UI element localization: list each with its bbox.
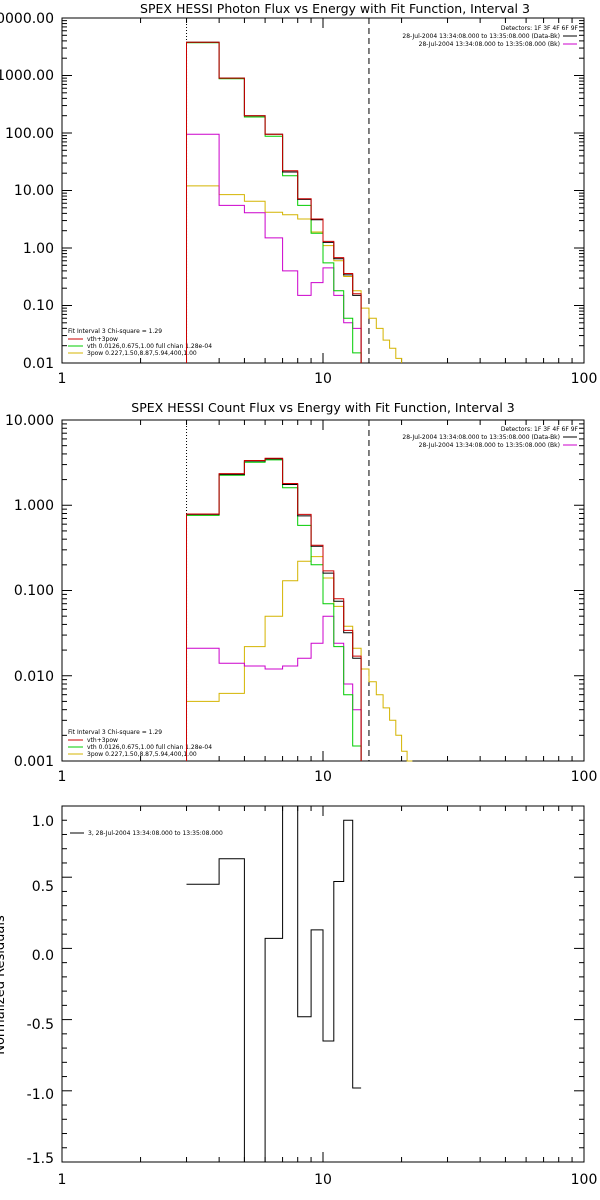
photon-y-tick-label: 10.00: [14, 183, 54, 199]
residuals-ticks: [61, 805, 585, 1163]
photon-series-group: [186, 18, 403, 363]
photon-x-tick-label: 10: [314, 371, 332, 387]
photon-title: SPEX HESSI Photon Flux vs Energy with Fi…: [140, 1, 530, 16]
residuals-x-tick-labels: 1 10 100: [58, 1172, 598, 1188]
photon-y-tick-label: 1000.00: [0, 68, 54, 84]
residuals-x-tick-label: 10: [314, 1172, 332, 1188]
count-ticks: [61, 419, 585, 762]
count-y-tick-label: 0.001: [14, 754, 54, 770]
residuals-panel: Normalized Residuals 1.0 0.5 0.0 -0.5 -1…: [0, 805, 598, 1188]
residuals-series-group: [186, 805, 362, 1163]
count-detectors-text: Detectors: 1F 3F 4F 6F 9F: [501, 426, 579, 433]
photon-legend-entry: vth 0.0126,0.675,1.00 full chian 1.28e-0…: [87, 343, 212, 350]
count-legend-entry: 3pow 0.227,1.50,8.87,5.94,400,1.00: [87, 751, 197, 758]
count-y-tick-labels: 0.001 0.010 0.100 1.000 10.000: [5, 413, 54, 770]
count-legend: Fit Interval 3 Chi-square = 1.29 vth+3po…: [68, 729, 212, 758]
photon-legend-entry: vth+3pow: [87, 336, 118, 343]
residuals-y-tick-label: 0.0: [32, 948, 54, 964]
residuals-series-residual-line: [186, 805, 362, 1163]
photon-y-tick-label: 0.10: [23, 298, 54, 314]
count-legend-title: Fit Interval 3 Chi-square = 1.29: [68, 729, 162, 736]
count-y-tick-label: 0.010: [14, 669, 54, 685]
count-y-tick-label: 0.100: [14, 583, 54, 599]
photon-header-line1: 28-Jul-2004 13:34:08.000 to 13:35:08.000…: [402, 33, 560, 40]
residuals-y-tick-labels: 1.0 0.5 0.0 -0.5 -1.0 -1.5: [27, 814, 54, 1167]
count-series-total-line: [186, 458, 362, 761]
count-header-line2: 28-Jul-2004 13:34:08.000 to 13:35:08.000…: [419, 442, 560, 449]
residuals-y-tick-label: -1.0: [27, 1087, 54, 1103]
count-series-bpow-line: [186, 615, 362, 761]
residuals-legend: 3, 28-Jul-2004 13:34:08.000 to 13:35:08.…: [70, 830, 223, 837]
photon-series-vth-line: [186, 42, 362, 363]
residuals-y-tick-label: 0.5: [32, 879, 54, 895]
count-x-tick-label: 100: [571, 769, 598, 785]
photon-plot-frame: [61, 17, 585, 364]
count-x-tick-labels: 1 10 100: [58, 769, 598, 785]
residuals-y-tick-label: 1.0: [32, 814, 54, 830]
count-title: SPEX HESSI Count Flux vs Energy with Fit…: [131, 400, 514, 415]
photon-header: Detectors: 1F 3F 4F 6F 9F 28-Jul-2004 13…: [402, 25, 578, 48]
count-y-tick-label: 10.000: [5, 413, 54, 429]
photon-detectors-text: Detectors: 1F 3F 4F 6F 9F: [501, 25, 579, 32]
count-y-tick-label: 1.000: [14, 498, 54, 514]
count-header-line1: 28-Jul-2004 13:34:08.000 to 13:35:08.000…: [402, 434, 560, 441]
photon-panel: SPEX HESSI Photon Flux vs Energy with Fi…: [0, 1, 597, 387]
photon-legend-entry: 3pow 0.227,1.50,8.87,5.94,400,1.00: [87, 350, 197, 357]
photon-x-tick-labels: 1 10 100: [58, 371, 598, 387]
count-panel: SPEX HESSI Count Flux vs Energy with Fit…: [5, 400, 597, 785]
photon-header-line2: 28-Jul-2004 13:34:08.000 to 13:35:08.000…: [419, 41, 560, 48]
photon-x-tick-label: 100: [571, 371, 598, 387]
photon-y-tick-label: 10000.00: [0, 11, 54, 27]
photon-y-tick-label: 1.00: [23, 241, 54, 257]
count-legend-entry: vth 0.0126,0.675,1.00 full chian 1.28e-0…: [87, 744, 212, 751]
photon-legend-title: Fit Interval 3 Chi-square = 1.29: [68, 328, 162, 335]
count-series-vth-line: [186, 459, 362, 761]
photon-series-thermal-line: [186, 41, 362, 363]
residuals-x-tick-label: 100: [571, 1172, 598, 1188]
photon-y-tick-labels: 0.01 0.10 1.00 10.00 100.00 1000.00 1000…: [0, 11, 54, 372]
photon-legend: Fit Interval 3 Chi-square = 1.29 vth+3po…: [68, 328, 212, 357]
count-x-tick-label: 1: [58, 769, 67, 785]
photon-x-tick-label: 1: [58, 371, 67, 387]
residuals-y-tick-label: -1.5: [27, 1151, 54, 1167]
photon-series-total-line: [186, 41, 362, 363]
count-series-group: [186, 420, 413, 762]
residuals-x-tick-label: 1: [58, 1172, 67, 1188]
residuals-y-axis-label: Normalized Residuals: [0, 915, 8, 1055]
count-header: Detectors: 1F 3F 4F 6F 9F 28-Jul-2004 13…: [402, 426, 578, 449]
count-legend-entry: vth+3pow: [87, 737, 118, 744]
photon-y-tick-label: 100.00: [5, 126, 54, 142]
count-series-thermal-line: [186, 457, 362, 761]
photon-series-thick-line: [186, 185, 403, 363]
residuals-y-tick-label: -0.5: [27, 1017, 54, 1033]
photon-y-tick-label: 0.01: [23, 356, 54, 372]
photon-ticks: [61, 17, 585, 364]
residuals-legend-entry: 3, 28-Jul-2004 13:34:08.000 to 13:35:08.…: [88, 830, 223, 837]
photon-series-bpow-line: [186, 133, 362, 363]
count-x-tick-label: 10: [314, 769, 332, 785]
